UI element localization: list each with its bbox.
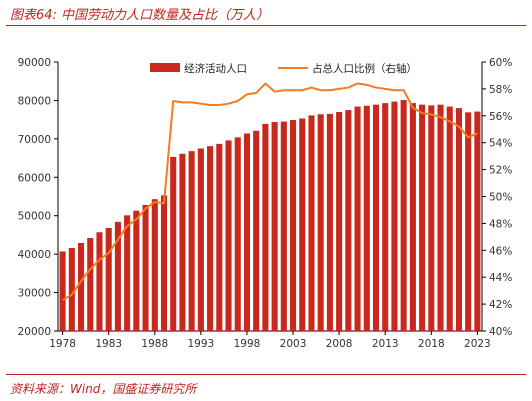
bar (400, 100, 407, 332)
bar (151, 199, 158, 331)
bar (419, 104, 426, 331)
tick-labels: 20000 30000 40000 50000 60000 70000 80000 90000… (18, 57, 513, 350)
y-tick-label: 90000 (18, 57, 51, 69)
y-tick-label: 80000 (18, 95, 51, 107)
bar (179, 153, 186, 331)
source-note: 资料来源：Wind，国盛证券研究所 (10, 382, 197, 396)
y-tick-label: 30000 (18, 288, 51, 300)
y2-tick-label: 50% (489, 192, 512, 204)
bar (124, 215, 131, 331)
x-tick-label: 1988 (141, 338, 168, 350)
y-tick-label: 20000 (18, 326, 51, 338)
bar (197, 148, 204, 331)
bar (474, 111, 481, 331)
bar (234, 137, 241, 331)
x-tick-label: 2018 (418, 338, 445, 350)
line-series-path (62, 82, 478, 301)
y-tick-label: 70000 (18, 134, 51, 146)
bar (271, 121, 278, 331)
bar (160, 195, 168, 331)
bar (114, 221, 121, 331)
bar (290, 120, 297, 331)
bar (87, 238, 94, 331)
bar (382, 103, 389, 332)
bar (105, 228, 112, 331)
y2-tick-label: 52% (489, 165, 512, 177)
bar-series (59, 100, 481, 332)
bar (216, 143, 223, 331)
x-tick-label: 1993 (188, 338, 215, 350)
x-tick-label: 2023 (464, 338, 491, 350)
x-tick-label: 1983 (95, 338, 122, 350)
y2-tick-label: 40% (489, 326, 512, 338)
bar (326, 113, 333, 331)
bar (299, 118, 306, 332)
bar (354, 106, 361, 331)
line-series (62, 82, 478, 301)
bar (446, 106, 453, 331)
y2-tick-label: 44% (489, 272, 512, 284)
x-tick-label: 2003 (280, 338, 307, 350)
bar (262, 123, 269, 332)
y-tick-label: 60000 (18, 172, 51, 184)
bar (170, 156, 177, 331)
bar (308, 115, 315, 331)
title-divider (6, 25, 526, 26)
footer-divider (6, 374, 526, 375)
x-tick-label: 1998 (234, 338, 261, 350)
y2-tick-label: 54% (489, 138, 512, 150)
bar (253, 130, 260, 331)
bar (59, 251, 66, 331)
x-tick-label: 2013 (372, 338, 399, 350)
legend-line-label: 占总人口比例（右轴） (312, 62, 417, 75)
bar (142, 204, 149, 331)
page-title: 图表64: 中国劳动力人口数量及占比（万人） (10, 8, 270, 23)
y-tick-label: 50000 (18, 211, 51, 223)
bar (455, 108, 462, 331)
bar (68, 247, 75, 331)
bar (280, 121, 287, 331)
y2-tick-label: 46% (489, 245, 512, 257)
bar (336, 111, 343, 331)
bar (243, 133, 250, 331)
legend-bar-label: 经济活动人口 (184, 62, 247, 75)
bar (317, 114, 324, 332)
y-tick-label: 40000 (18, 249, 51, 261)
bar (465, 112, 472, 331)
bar (391, 101, 398, 332)
x-tick-label: 1978 (49, 338, 76, 350)
bar (345, 110, 352, 332)
y2-tick-label: 42% (489, 299, 512, 311)
bar (188, 151, 195, 331)
bar (428, 105, 435, 331)
bar (363, 105, 370, 332)
x-tick-label: 2008 (326, 338, 353, 350)
bar (133, 210, 140, 331)
legend: 经济活动人口 占总人口比例（右轴） (150, 62, 417, 75)
bar (225, 140, 232, 331)
bar (372, 104, 380, 331)
y2-tick-label: 58% (489, 84, 512, 96)
bar (96, 232, 103, 331)
bar (78, 242, 85, 331)
bar (409, 103, 416, 332)
y2-tick-label: 48% (489, 218, 512, 230)
bar (207, 146, 214, 331)
y2-tick-label: 60% (489, 57, 512, 69)
legend-bar-swatch (150, 63, 180, 72)
y2-tick-label: 56% (489, 111, 512, 123)
bar (437, 104, 444, 331)
